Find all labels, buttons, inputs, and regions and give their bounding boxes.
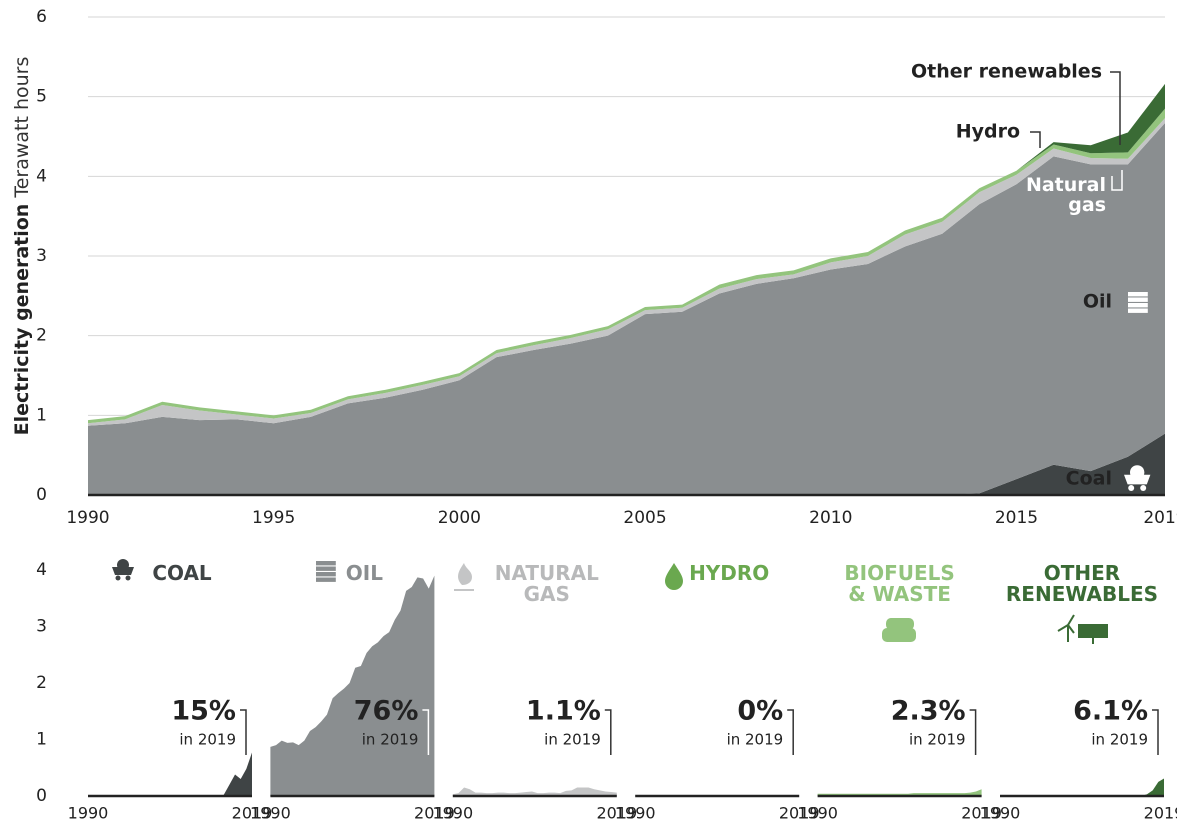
y-tick-label: 0 — [36, 786, 47, 806]
icon — [117, 559, 129, 571]
y-tick-label: 1 — [36, 730, 47, 750]
share-note: in 2019 — [1091, 731, 1148, 749]
icon — [316, 572, 336, 577]
icon — [1140, 485, 1147, 491]
series-label: Other renewables — [911, 61, 1102, 83]
x-tick-label: 1990 — [615, 804, 656, 823]
panel-area — [1000, 778, 1164, 796]
leader — [1030, 131, 1041, 148]
x-tick-label: 1990 — [797, 804, 838, 823]
panel-title: COAL — [152, 561, 212, 585]
leader — [969, 709, 977, 755]
x-tick-label: 2005 — [623, 508, 666, 528]
panel-area — [817, 789, 982, 796]
panel-title: HYDRO — [689, 561, 770, 585]
y-axis-title: Electricity generation Terawatt hours — [11, 57, 33, 436]
x-tick-label: 2010 — [809, 508, 852, 528]
x-tick-label: 1995 — [252, 508, 295, 528]
icon — [882, 628, 916, 642]
series-label: Natural gas — [1025, 174, 1106, 216]
x-tick-label: 2019 — [596, 804, 637, 823]
icon — [1128, 297, 1148, 302]
y-tick-label: 4 — [36, 166, 47, 186]
icon — [1128, 292, 1148, 297]
icon — [1128, 303, 1148, 308]
series-label: Hydro — [956, 121, 1020, 143]
series-label: Coal — [1066, 468, 1112, 490]
x-tick-label: 2000 — [438, 508, 481, 528]
y-tick-label: 5 — [36, 87, 47, 107]
leader — [604, 709, 612, 755]
x-tick-label: 1990 — [66, 508, 109, 528]
y-tick-label: 0 — [36, 485, 47, 505]
share-note: in 2019 — [544, 731, 601, 749]
leader — [422, 709, 430, 755]
icon — [316, 566, 336, 571]
y-tick-label: 2 — [36, 326, 47, 346]
y-axis-unit: Terawatt hours — [11, 57, 33, 199]
y-tick-label: 3 — [36, 246, 47, 266]
panel-title: NATURAL GAS — [494, 561, 599, 606]
leader — [787, 709, 794, 755]
panel-area — [452, 787, 617, 796]
leader — [1111, 170, 1123, 191]
y-tick-label: 1 — [36, 405, 47, 425]
x-tick-label: 2019 — [779, 804, 820, 823]
panel-title: OTHER RENEWABLES — [1005, 561, 1159, 606]
icon — [316, 561, 336, 566]
share-note: in 2019 — [727, 731, 784, 749]
icon — [458, 563, 472, 585]
leader — [240, 709, 247, 755]
share-label: 76% — [354, 696, 419, 727]
share-note: in 2019 — [362, 731, 419, 749]
y-tick-label: 4 — [36, 560, 47, 580]
share-label: 15% — [171, 696, 236, 727]
icon — [665, 563, 683, 590]
leader — [1110, 71, 1121, 145]
x-tick-label: 2019 — [232, 804, 273, 823]
icon — [1128, 308, 1148, 313]
share-label: 0% — [737, 696, 783, 727]
icon — [1128, 485, 1135, 491]
y-tick-label: 6 — [36, 7, 47, 27]
y-tick-label: 3 — [36, 617, 47, 637]
icon — [1130, 465, 1145, 480]
icon — [1078, 624, 1108, 638]
share-label: 2.3% — [891, 696, 966, 727]
share-note: in 2019 — [909, 731, 966, 749]
x-tick-label: 2019 — [414, 804, 455, 823]
icon — [316, 577, 336, 582]
share-label: 1.1% — [526, 696, 601, 727]
x-tick-label: 2019 — [961, 804, 1002, 823]
icon — [1057, 614, 1075, 642]
panel-area — [270, 575, 435, 796]
x-tick-label: 2019 — [1143, 508, 1177, 528]
panel-area — [88, 752, 252, 796]
x-tick-label: 1990 — [432, 804, 473, 823]
share-label: 6.1% — [1073, 696, 1148, 727]
x-tick-label: 1990 — [250, 804, 291, 823]
y-axis-title-bold: Electricity generation — [11, 204, 33, 436]
share-note: in 2019 — [179, 731, 236, 749]
icon — [125, 575, 131, 581]
panel-title: BIOFUELS & WASTE — [844, 561, 955, 606]
x-tick-label: 1990 — [980, 804, 1021, 823]
icon — [115, 575, 121, 581]
area — [88, 433, 1165, 495]
icon — [886, 618, 914, 630]
panel-title: OIL — [345, 561, 383, 585]
series-label: Oil — [1083, 291, 1112, 313]
x-tick-label: 1990 — [68, 804, 109, 823]
x-tick-label: 2015 — [995, 508, 1038, 528]
y-tick-label: 2 — [36, 673, 47, 693]
x-tick-label: 2019 — [1144, 804, 1177, 823]
leader — [1152, 709, 1159, 755]
